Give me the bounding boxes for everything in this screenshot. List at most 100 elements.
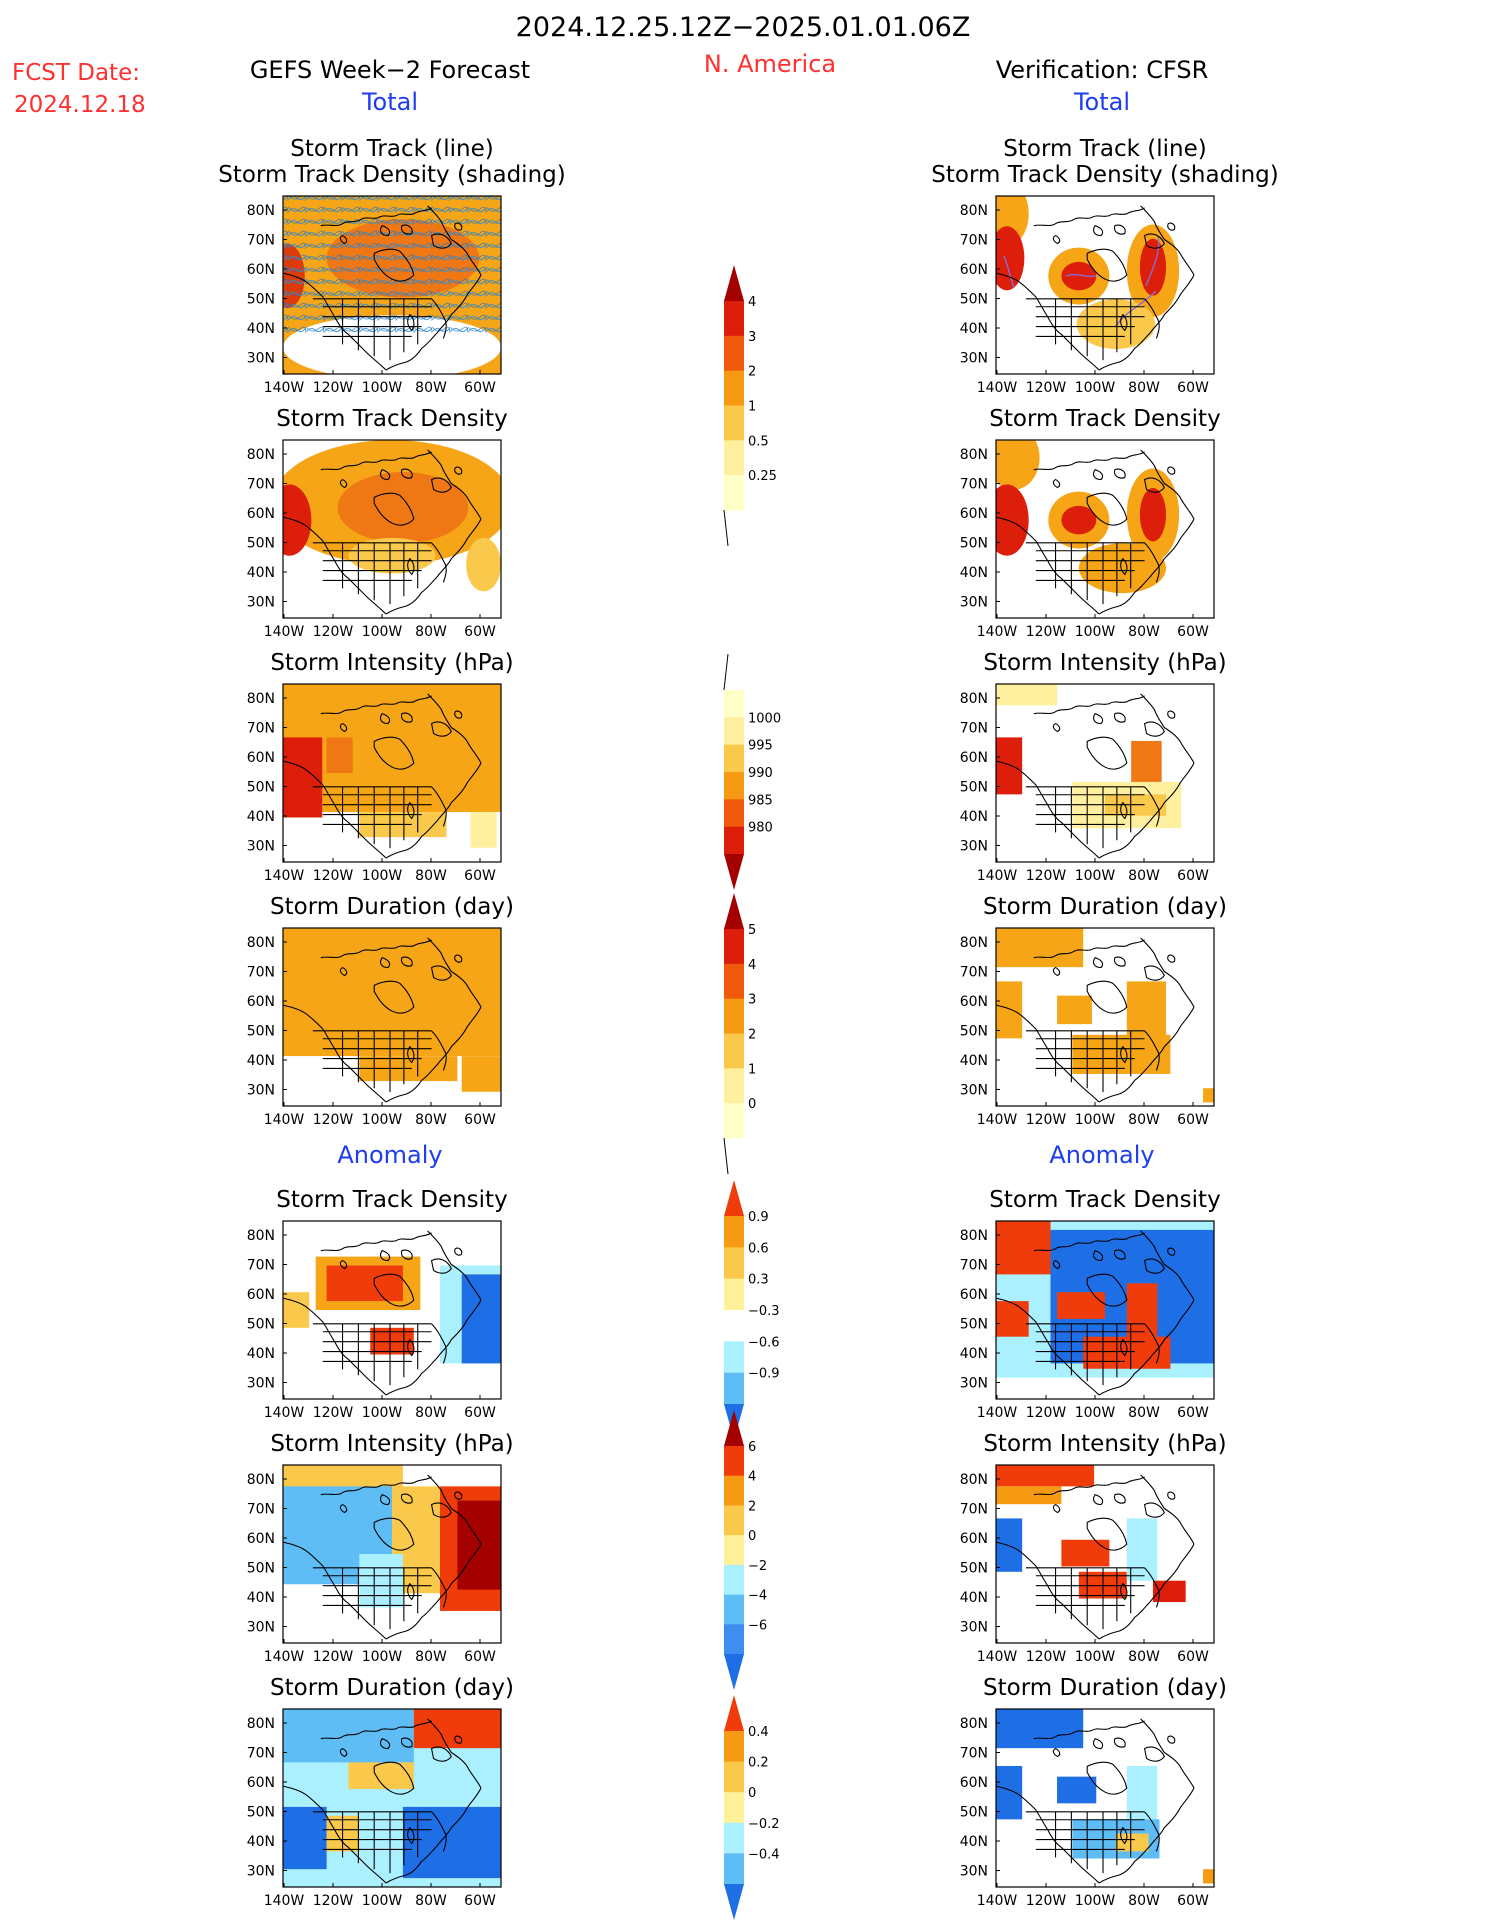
- map-shading: [996, 440, 1214, 618]
- colorbar-arrow-top: [724, 265, 744, 301]
- colorbar-swatch: [724, 1505, 744, 1536]
- lat-label: 50N: [247, 1561, 275, 1577]
- lat-label: 50N: [247, 536, 275, 552]
- panel-duration-forecast: Storm Duration (day) 80N 70N 60N 50N 40N 30N 14…: [247, 894, 514, 1128]
- map-shading: [283, 928, 501, 1106]
- colorbar-swatch: [724, 826, 744, 855]
- lat-label: 30N: [960, 1376, 988, 1392]
- lon-label: 140W: [977, 1649, 1018, 1665]
- lon-label: 100W: [1075, 1893, 1116, 1909]
- colorbars: 43210.50.2510009959909859805432100.90.60…: [723, 265, 781, 1920]
- right-title: Verification: CFSR: [996, 56, 1209, 84]
- map-frame: [995, 927, 1215, 1107]
- map-shading: [283, 196, 501, 374]
- lon-label: 60W: [464, 1405, 496, 1421]
- panel-title: Storm Track Density: [989, 406, 1220, 432]
- lat-label: 40N: [960, 565, 988, 581]
- lon-label: 60W: [464, 624, 496, 640]
- lat-label: 50N: [960, 536, 988, 552]
- colorbar-label: 990: [748, 766, 773, 781]
- colorbar-swatch: [724, 1278, 744, 1311]
- lon-label: 120W: [313, 868, 354, 884]
- lat-label: 80N: [960, 1716, 988, 1732]
- colorbar-label: 0: [748, 1786, 756, 1801]
- panel-title: Storm Duration (day): [270, 894, 514, 920]
- lon-label: 120W: [1026, 1112, 1067, 1128]
- colorbar-label: 3: [748, 993, 756, 1008]
- lat-label: 50N: [247, 1805, 275, 1821]
- lat-label: 30N: [247, 1083, 275, 1099]
- lon-label: 60W: [1177, 1649, 1209, 1665]
- lat-label: 80N: [960, 203, 988, 219]
- colorbar-anom-duration: 0.4 0.2 0 −0.2 −0.4: [724, 1695, 780, 1920]
- colorbar-swatch: [724, 1624, 744, 1655]
- lat-label: 80N: [247, 203, 275, 219]
- lon-label: 60W: [464, 1649, 496, 1665]
- lat-label: 80N: [247, 935, 275, 951]
- colorbar-swatch: [724, 1535, 744, 1566]
- lat-label: 60N: [247, 994, 275, 1010]
- colorbar-swatch: [724, 405, 744, 441]
- lat-label: 30N: [960, 1083, 988, 1099]
- map-shading: [996, 1465, 1214, 1643]
- panel-intensity-verification: Storm Intensity (hPa) 80N 70N 60N 50N 40N 30N 1…: [960, 650, 1227, 884]
- lat-label: 80N: [960, 1472, 988, 1488]
- map-frame: [995, 439, 1215, 619]
- lon-label: 80W: [1128, 1112, 1160, 1128]
- lon-label: 60W: [1177, 624, 1209, 640]
- colorbar-swatch: [724, 929, 744, 965]
- lat-label: 30N: [247, 839, 275, 855]
- panel-title: Storm Track Density: [276, 1187, 507, 1213]
- colorbar-swatch: [724, 440, 744, 476]
- colorbar-swatch: [724, 1372, 744, 1405]
- colorbar-label: 4: [748, 958, 756, 973]
- map-frame: [995, 1464, 1215, 1644]
- lon-label: 60W: [464, 1893, 496, 1909]
- colorbar-label: 4: [748, 1470, 756, 1485]
- lat-label: 70N: [960, 965, 988, 981]
- colorbar-arrow-bottom: [724, 854, 744, 890]
- lat-label: 60N: [960, 750, 988, 766]
- lat-label: 40N: [247, 1590, 275, 1606]
- lon-label: 60W: [1177, 1405, 1209, 1421]
- colorbar-label: 5: [748, 923, 756, 938]
- lon-label: 140W: [264, 380, 305, 396]
- colorbar-swatch: [724, 744, 744, 773]
- lon-label: 80W: [1128, 1893, 1160, 1909]
- lon-label: 120W: [1026, 624, 1067, 640]
- colorbar-label: 995: [748, 739, 773, 754]
- lon-label: 140W: [264, 1405, 305, 1421]
- lat-label: 80N: [960, 691, 988, 707]
- lat-label: 50N: [960, 1024, 988, 1040]
- map-frame: [282, 195, 502, 375]
- lat-label: 40N: [247, 1834, 275, 1850]
- colorbar-arrow-top: [724, 1180, 744, 1216]
- lat-label: 40N: [247, 809, 275, 825]
- colorbar-swatch: [724, 1341, 744, 1374]
- lat-label: 40N: [247, 321, 275, 337]
- colorbar-label: 0.5: [748, 434, 769, 449]
- left-title: GEFS Week−2 Forecast: [250, 56, 530, 84]
- colorbar-intensity: 1000 995 990 985 980: [723, 653, 781, 890]
- colorbar-label: −0.2: [748, 1817, 780, 1832]
- lon-label: 120W: [313, 1112, 354, 1128]
- map-shading: [283, 440, 501, 618]
- lon-label: 140W: [977, 1405, 1018, 1421]
- lon-label: 100W: [362, 1649, 403, 1665]
- colorbar-label: −6: [748, 1618, 767, 1633]
- lon-label: 80W: [1128, 1649, 1160, 1665]
- lat-label: 50N: [960, 292, 988, 308]
- colorbar-label: 2: [748, 1028, 756, 1043]
- lat-label: 60N: [247, 750, 275, 766]
- lat-label: 30N: [247, 1864, 275, 1880]
- colorbar-label: 3: [748, 330, 756, 345]
- colorbar-swatch: [724, 1310, 744, 1342]
- lat-label: 60N: [960, 1775, 988, 1791]
- lon-label: 80W: [415, 1405, 447, 1421]
- lat-label: 70N: [960, 477, 988, 493]
- lat-label: 80N: [247, 1716, 275, 1732]
